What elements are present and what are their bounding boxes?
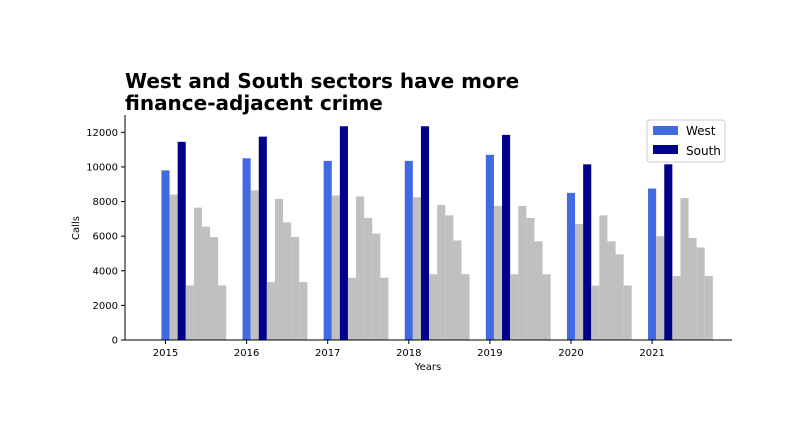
bar-2021-series-7	[704, 275, 713, 340]
x-tick-label-2021: 2021	[639, 348, 664, 359]
y-tick-label-12000: 12000	[86, 128, 118, 139]
bar-2015-series-3	[185, 285, 194, 340]
bar-2021-series-4	[680, 198, 689, 340]
x-axis-label: Years	[414, 362, 441, 373]
bar-2018-series-4	[437, 205, 446, 340]
bar-2018-series-5	[445, 215, 454, 340]
bar-2016-series-4	[274, 198, 284, 340]
bar-2015-series-1	[169, 194, 178, 340]
chart-title-line-2: finance-adjacent crime	[125, 91, 383, 115]
bar-2016-series-6	[291, 237, 300, 340]
bar-2015-series-0	[161, 170, 170, 340]
bar-2019-series-3	[510, 274, 519, 340]
bar-2021-series-3	[672, 275, 681, 340]
bar-2018-series-6	[453, 240, 462, 340]
bar-2018-series-0	[404, 160, 413, 340]
x-tick-label-2018: 2018	[396, 348, 421, 359]
x-tick-label-2016: 2016	[234, 348, 259, 359]
bar-2018-series-2	[420, 126, 430, 340]
bar-2020-series-4	[599, 215, 608, 340]
bar-2017-series-2	[339, 126, 348, 340]
y-axis-label: Calls	[71, 216, 82, 240]
bar-2016-series-3	[266, 282, 275, 340]
bar-2015-series-4	[193, 207, 202, 340]
bar-2019-series-0	[485, 154, 494, 340]
bar-2016-series-0	[242, 158, 251, 340]
bar-2016-series-7	[299, 282, 308, 340]
y-axis-ticks: 0 2000 4000 6000 8000 10000 12000	[86, 128, 125, 347]
y-tick-label-6000: 6000	[93, 232, 118, 243]
bar-2020-series-6	[615, 254, 624, 340]
bar-2021-series-2	[664, 164, 673, 340]
bar-2018-series-1	[412, 197, 421, 340]
bar-2021-series-0	[648, 188, 657, 340]
bar-2019-series-5	[526, 217, 535, 340]
y-tick-label-2000: 2000	[93, 301, 118, 312]
legend-label-west: West	[686, 124, 716, 138]
bar-2017-series-1	[331, 195, 340, 340]
bar-2018-series-7	[461, 274, 470, 340]
x-axis-ticks: 2015 2016 2017 2018 2019 2020 2021	[153, 340, 665, 359]
bar-2020-series-1	[575, 224, 584, 340]
y-tick-label-0: 0	[112, 336, 118, 347]
bar-2018-series-3	[429, 274, 438, 340]
bar-2015-series-6	[210, 237, 219, 340]
bar-2020-series-3	[591, 285, 600, 340]
bar-2017-series-6	[372, 233, 381, 340]
y-tick-label-4000: 4000	[93, 266, 118, 277]
x-tick-label-2017: 2017	[315, 348, 340, 359]
bar-2019-series-4	[518, 205, 527, 340]
y-tick-label-8000: 8000	[93, 197, 118, 208]
bar-2021-series-1	[656, 236, 665, 340]
bar-2017-series-0	[323, 160, 332, 340]
bar-2017-series-7	[380, 277, 389, 340]
bar-2021-series-5	[688, 237, 697, 340]
bar-2015-series-5	[201, 226, 211, 340]
legend-label-south: South	[686, 144, 721, 158]
bar-2015-series-2	[177, 141, 186, 340]
chart-title-line-1: West and South sectors have more	[125, 69, 519, 93]
x-tick-label-2015: 2015	[153, 348, 178, 359]
bar-2019-series-6	[534, 241, 543, 340]
bar-2017-series-4	[356, 196, 365, 340]
bar-2016-series-5	[283, 222, 292, 340]
y-tick-label-10000: 10000	[86, 162, 118, 173]
bars-group	[161, 126, 713, 340]
x-tick-label-2020: 2020	[558, 348, 583, 359]
bar-2020-series-2	[583, 164, 592, 340]
bar-2016-series-2	[258, 136, 267, 340]
bar-2020-series-5	[607, 241, 616, 340]
bar-2020-series-0	[566, 192, 576, 340]
bar-2021-series-6	[696, 247, 705, 340]
bar-2019-series-7	[542, 274, 551, 340]
bar-2015-series-7	[218, 285, 227, 340]
x-tick-label-2019: 2019	[477, 348, 502, 359]
legend-swatch-west	[653, 126, 678, 135]
bar-2019-series-1	[493, 205, 503, 340]
bar-2020-series-7	[623, 285, 632, 340]
bar-2017-series-5	[364, 217, 373, 340]
bar-2016-series-1	[250, 190, 259, 340]
legend-swatch-south	[653, 145, 678, 154]
bar-2017-series-3	[347, 277, 357, 340]
legend: West South	[646, 119, 726, 163]
bar-2019-series-2	[502, 134, 511, 340]
